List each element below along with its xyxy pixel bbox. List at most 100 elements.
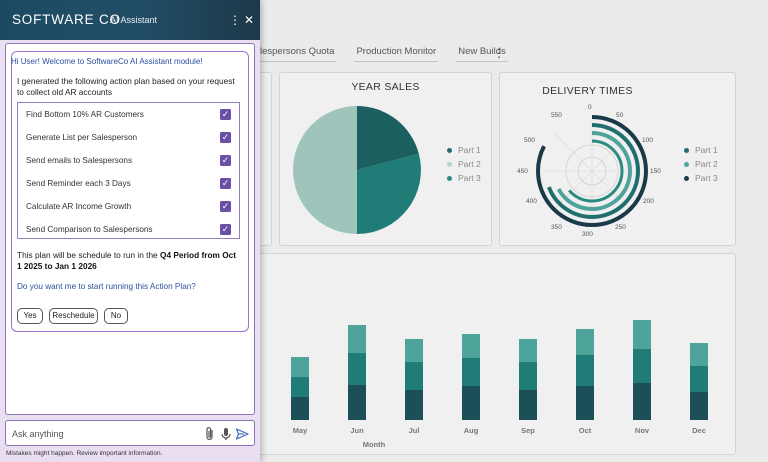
yes-button[interactable]: Yes [17,308,43,324]
brand-logo: SOFTWARE CO [12,12,121,27]
monthly-stacked-bars [291,320,708,420]
delivery-times-legend: Part 1 Part 2 Part 3 [684,143,718,185]
tick-350: 350 [551,224,562,231]
bar-jun-top [348,325,366,353]
plan-item[interactable]: Send Comparison to Salespersons ✓ [26,221,231,237]
attach-icon[interactable] [203,426,217,442]
bar-jul-mid [405,362,423,390]
tab-new-builds[interactable]: New Builds [456,44,508,62]
legend-part-2: Part 2 [458,159,481,169]
plan-item[interactable]: Send Reminder each 3 Days ✓ [26,175,231,191]
legend-part-2: Part 2 [695,159,718,169]
panel-header: SOFTWARE CO AI Assistant ⋮ ✕ [0,0,260,40]
bar-jun-mid [348,353,366,385]
legend-part-1: Part 1 [695,145,718,155]
confirmation-question: Do you want me to start running this Act… [17,282,196,291]
bar-sep-mid [519,362,537,390]
ring-part-2 [552,131,632,211]
monthly-chart-card: May Jun Jul Aug Sep Oct Nov Dec Month [220,253,736,455]
action-plan-list: Find Bottom 10% AR Customers ✓ Generate … [17,102,240,239]
bar-sep-bottom [519,390,537,420]
dashboard-more-icon[interactable]: ⋮ [493,46,505,60]
bar-may-mid [291,377,309,397]
plan-item[interactable]: Generate List per Salesperson ✓ [26,129,231,145]
plan-item-label: Find Bottom 10% AR Customers [26,109,144,119]
bar-may-top [291,357,309,377]
tick-550: 550 [551,112,562,119]
bar-jul-top [405,339,423,362]
tab-salespersons-quota[interactable]: lespersons Quota [258,44,337,62]
plan-item[interactable]: Find Bottom 10% AR Customers ✓ [26,106,231,122]
more-options-icon[interactable]: ⋮ [229,13,241,27]
tick-50: 50 [616,112,624,119]
delivery-times-card: DELIVERY TIMES 0 50 100 150 200 250 300 … [499,72,736,246]
disclaimer-text: Mistakes might happen. Review important … [6,450,163,457]
plan-item[interactable]: Send emails to Salespersons ✓ [26,152,231,168]
bar-dec-bottom [690,392,708,420]
ask-input[interactable] [12,426,192,442]
schedule-period: Q4 Period from Oct 1 2025 to Jan 1 2026 [17,250,237,271]
reschedule-button[interactable]: Reschedule [49,308,98,324]
delivery-times-radial [536,115,648,227]
tick-150: 150 [650,168,661,175]
year-sales-pie [293,106,421,234]
schedule-text: This plan will be schedule to run in the… [17,250,242,271]
plan-item-label: Send Reminder each 3 Days [26,178,131,188]
bar-sep-top [519,339,537,362]
no-button[interactable]: No [104,308,128,324]
checkbox-checked-icon[interactable]: ✓ [220,200,231,212]
month-label-sep: Sep [521,426,535,435]
assistant-message-bubble [11,51,249,332]
ai-assistant-panel: SOFTWARE CO AI Assistant ⋮ ✕ Hi User! We… [0,0,260,462]
month-label-jul: Jul [408,426,420,435]
checkbox-checked-icon[interactable]: ✓ [220,108,231,120]
tick-500: 500 [524,137,535,144]
plan-item-label: Calculate AR Income Growth [26,201,132,211]
dashboard-tabs: lespersons Quota Production Monitor New … [258,44,508,62]
tick-450: 450 [517,168,528,175]
checkbox-checked-icon[interactable]: ✓ [220,154,231,166]
month-label-jun: Jun [350,426,364,435]
bar-oct-mid [576,355,594,386]
bar-dec-top [690,343,708,366]
bar-nov-top [633,320,651,349]
checkbox-checked-icon[interactable]: ✓ [220,177,231,189]
close-icon[interactable]: ✕ [243,13,255,27]
ring-part-1 [544,123,640,219]
tick-400: 400 [526,198,537,205]
plan-item[interactable]: Calculate AR Income Growth ✓ [26,198,231,214]
bar-oct-top [576,329,594,355]
month-label-oct: Oct [578,426,592,435]
year-sales-title: YEAR SALES [351,81,420,93]
bar-nov-mid [633,349,651,383]
chat-area[interactable] [5,43,255,415]
microphone-icon[interactable] [219,426,233,442]
checkbox-checked-icon[interactable]: ✓ [220,131,231,143]
year-sales-card: YEAR SALES Part 1 Part 2 Part 3 [279,72,492,246]
bar-may-bottom [291,397,309,420]
plan-item-label: Generate List per Salesperson [26,132,138,142]
bar-oct-bottom [576,386,594,420]
send-icon[interactable] [235,426,249,442]
pie-slice-part-1 [357,106,419,170]
panel-subtitle: AI Assistant [110,15,158,25]
tick-100: 100 [642,137,653,144]
ring-part-3 [536,115,648,227]
checkbox-checked-icon[interactable]: ✓ [220,223,231,235]
tick-200: 200 [643,198,654,205]
bar-jul-bottom [405,390,423,420]
bar-aug-mid [462,358,480,386]
intro-text: I generated the following action plan ba… [17,76,235,97]
tick-300: 300 [582,231,593,238]
year-sales-legend: Part 1 Part 2 Part 3 [447,143,481,185]
legend-part-3: Part 3 [695,173,718,183]
message-composer [5,420,255,446]
plan-item-label: Send Comparison to Salespersons [26,224,153,234]
plan-item-label: Send emails to Salespersons [26,155,133,165]
tab-production-monitor[interactable]: Production Monitor [354,44,439,62]
legend-part-3: Part 3 [458,173,481,183]
tick-0: 0 [588,104,592,111]
bar-aug-top [462,334,480,358]
tick-250: 250 [615,224,626,231]
